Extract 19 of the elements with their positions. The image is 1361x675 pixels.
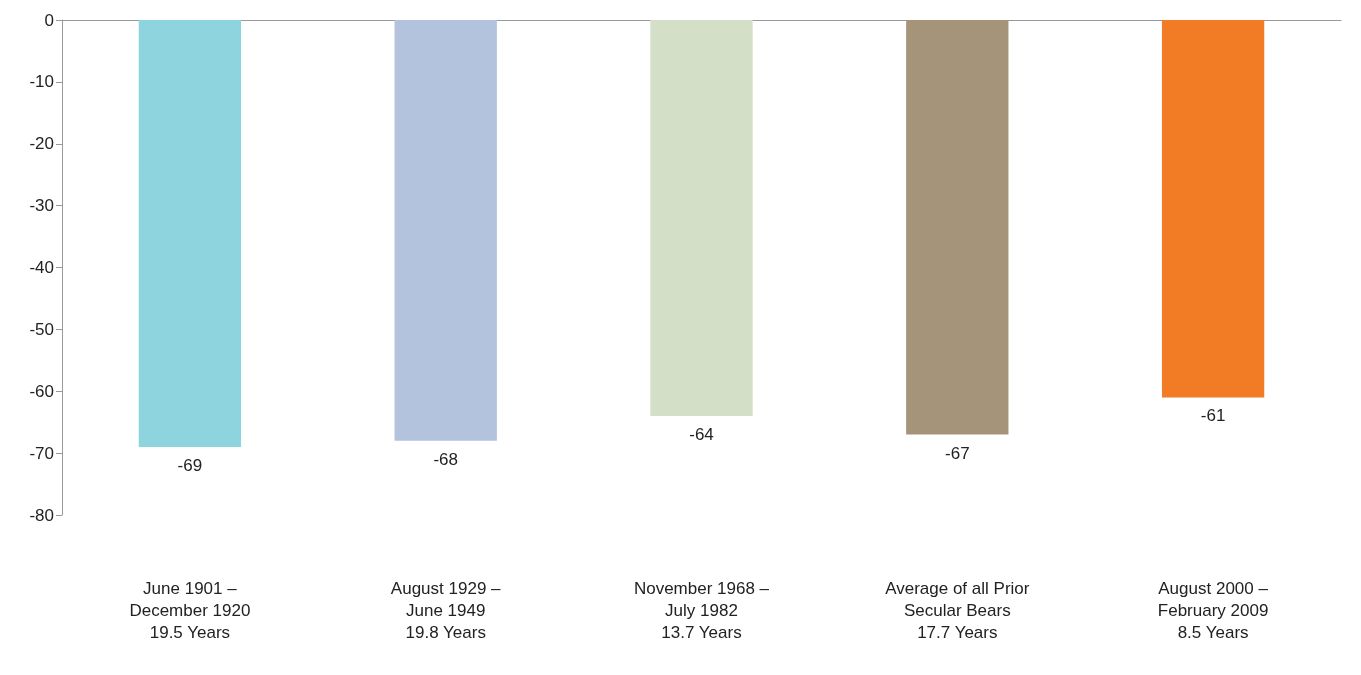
y-tick-label: -10	[29, 72, 54, 92]
data-label: -69	[177, 455, 203, 475]
x-tick-label: June 1901 – December 1920 19.5 Years	[129, 578, 251, 642]
y-tick-label: -30	[29, 196, 54, 216]
data-label: -67	[945, 443, 970, 463]
y-tick-label: -60	[29, 381, 54, 401]
data-label: -61	[1200, 406, 1226, 426]
y-tick-label: -80	[29, 505, 54, 525]
y-tick-label: -20	[29, 134, 54, 154]
data-label: -68	[433, 449, 458, 469]
x-tick-label: August 1929 – June 1949 19.8 Years	[390, 578, 502, 642]
x-tick-label: November 1968 – July 1982 13.7 Years	[633, 578, 770, 642]
x-tick-label: Average of all Prior Secular Bears 17.7 Years	[885, 578, 1030, 642]
x-tick-label: August 2000 – February 2009 8.5 Years	[1157, 578, 1269, 642]
y-tick-label: 0	[44, 10, 54, 30]
data-label: -64	[689, 425, 714, 444]
y-tick-label: -50	[29, 319, 54, 339]
y-tick-label: -40	[29, 258, 54, 277]
y-tick-label: -70	[29, 443, 54, 463]
